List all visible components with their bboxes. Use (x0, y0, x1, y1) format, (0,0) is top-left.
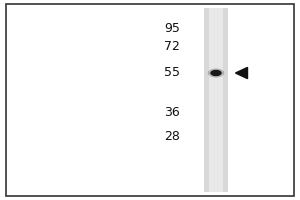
Polygon shape (236, 67, 247, 79)
Ellipse shape (210, 70, 222, 76)
Text: 95: 95 (164, 22, 180, 36)
Bar (209, 8, 223, 192)
Bar (204, 8, 228, 192)
Text: 28: 28 (164, 130, 180, 142)
Text: 36: 36 (164, 106, 180, 118)
Text: 55: 55 (164, 66, 180, 79)
Text: 72: 72 (164, 40, 180, 52)
Ellipse shape (208, 68, 224, 77)
